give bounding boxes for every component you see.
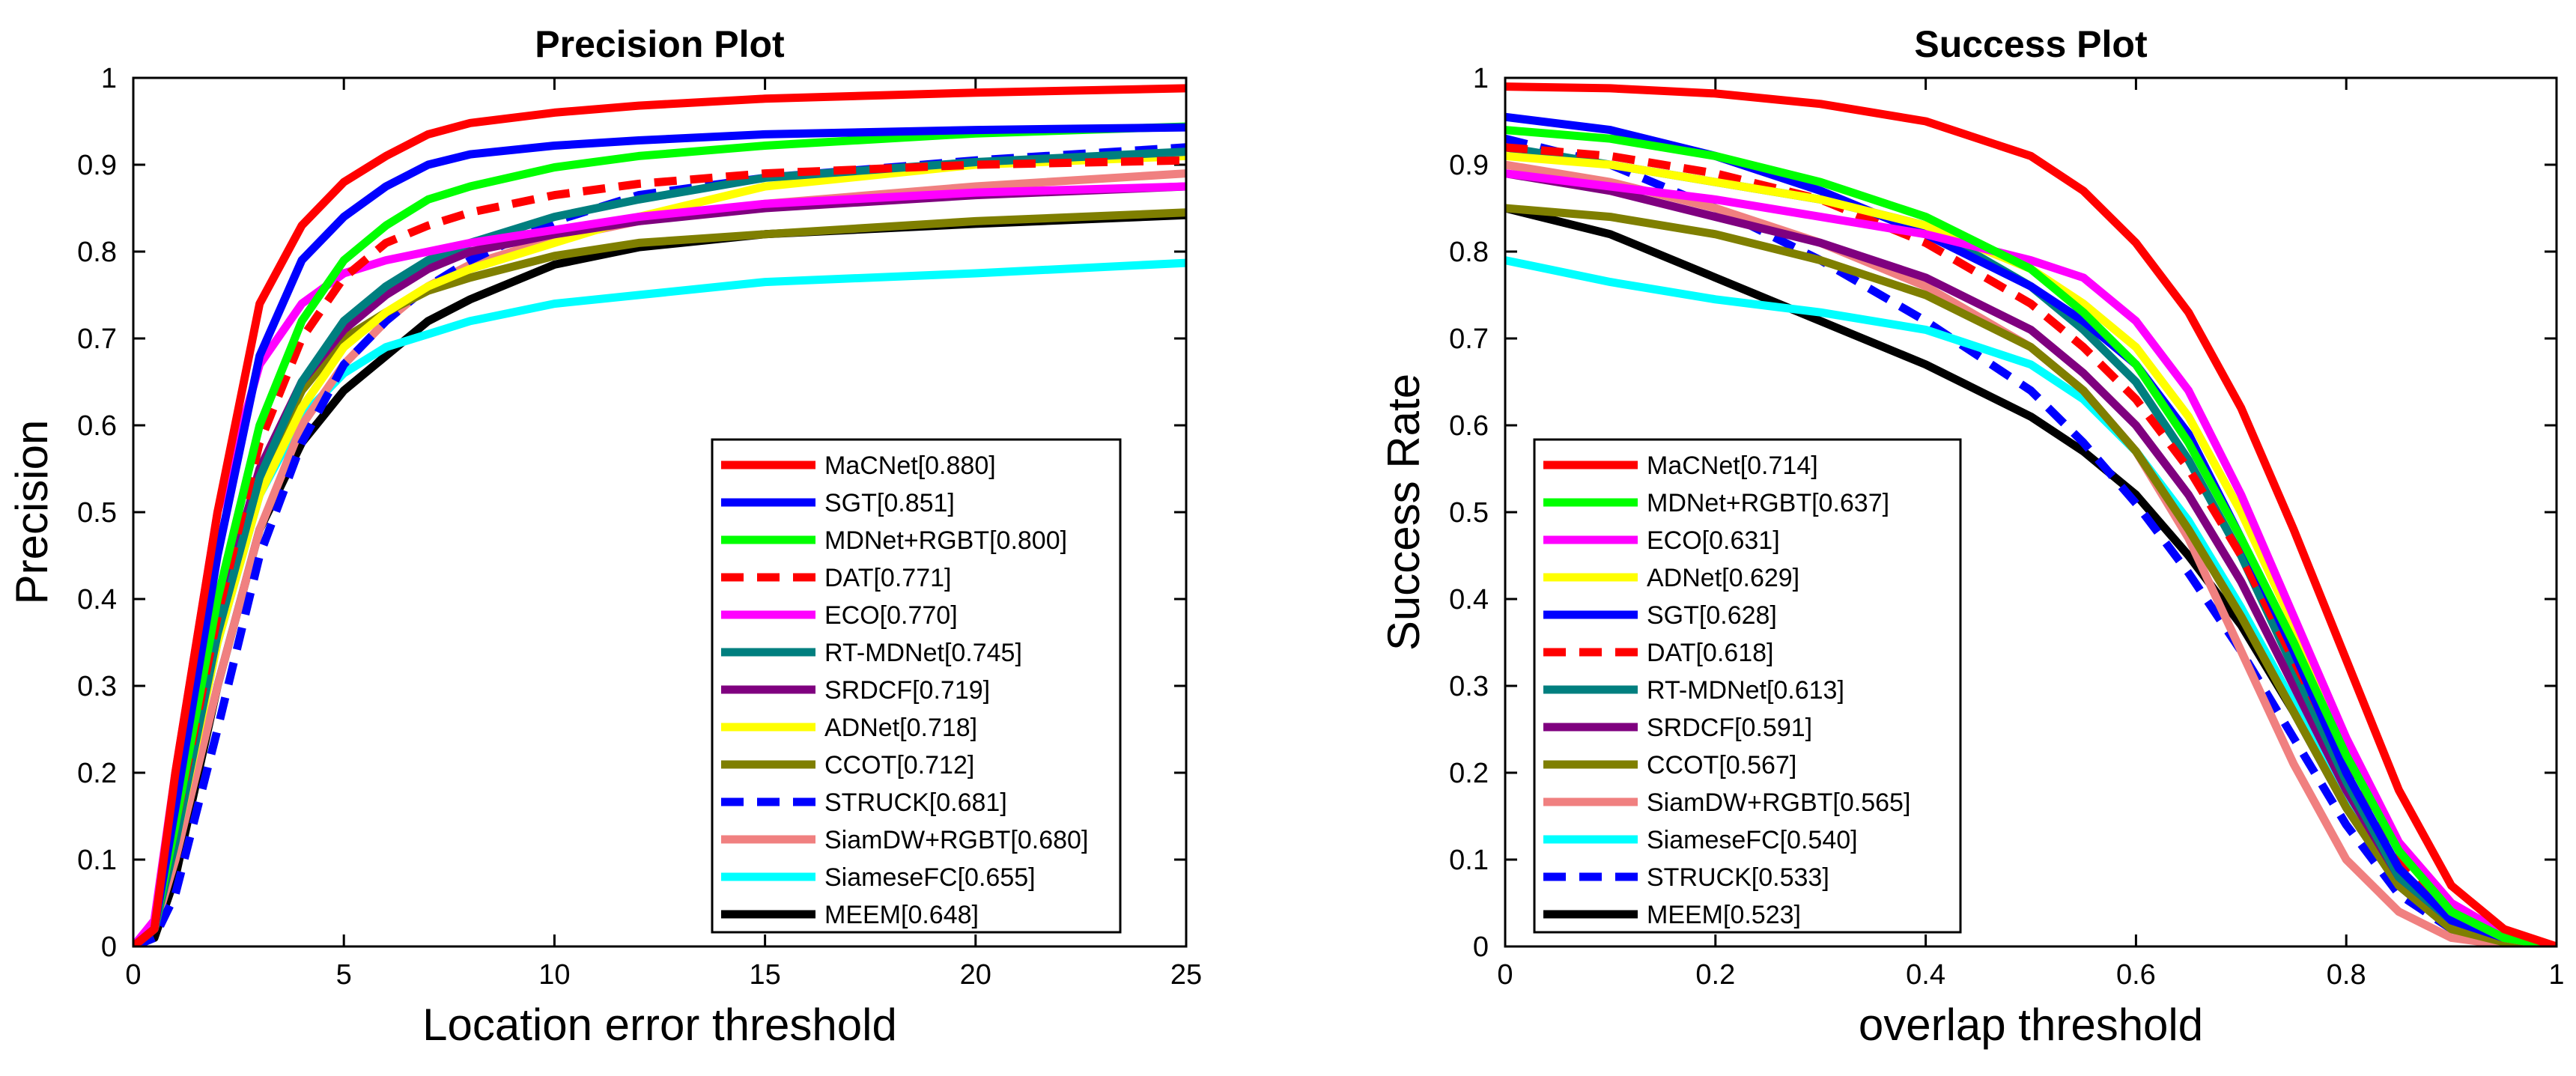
y-tick-label: 0.6 [1449,410,1489,442]
legend-label: MEEM[0.523] [1647,901,1801,929]
y-tick-label: 0.2 [77,758,117,789]
x-tick-label: 0.2 [1695,959,1735,991]
legend-label: STRUCK[0.681] [824,788,1007,817]
y-tick-label: 0.9 [77,150,117,181]
x-tick-label: 0.4 [1906,959,1945,991]
y-tick-label: 0.5 [77,497,117,529]
series-line [1505,126,2557,946]
legend-label: SRDCF[0.591] [1647,714,1812,742]
legend-label: CCOT[0.712] [824,751,974,779]
series-line [1505,82,2557,946]
legend-label: MDNet+RGBT[0.637] [1647,489,1889,517]
legend-label: MaCNet[0.880] [824,452,996,480]
legend-label: SiameseFC[0.540] [1647,826,1858,854]
legend-label: SiamDW+RGBT[0.680] [824,826,1088,854]
y-tick-label: 0.2 [1449,758,1489,789]
legend-label: MaCNet[0.714] [1647,452,1818,480]
legend: MaCNet[0.714] MDNet+RGBT[0.637] ECO[0.631]… [1533,438,1962,934]
series-line [1505,169,2557,946]
legend-label: ECO[0.770] [824,601,958,630]
y-tick-label: 0.3 [77,671,117,702]
plot-area [132,76,1188,948]
y-tick-label: 1 [101,63,117,94]
legend-label: SGT[0.628] [1647,601,1777,630]
legend-label: SiamDW+RGBT[0.565] [1647,788,1910,817]
success-plot: Success Plot 0 0.2 0.4 0.6 0.8 1 0 0.1 0.2 0.3 0.4 0… [1379,23,2565,1050]
x-tick-label: 0 [125,959,141,991]
y-tick-label: 0.8 [77,237,117,268]
x-tick-label: 10 [538,959,570,991]
legend-label: DAT[0.771] [824,564,951,592]
series-line [1505,204,2557,946]
y-tick-label: 0.6 [77,410,117,442]
x-axis-label: overlap threshold [1859,1000,2203,1050]
y-tick-label: 0.9 [1449,150,1489,181]
series-line [133,123,1186,946]
y-tick-label: 0.4 [1449,584,1489,615]
legend-label: MEEM[0.648] [824,901,979,929]
y-tick-label: 0 [101,931,117,963]
legend-label: STRUCK[0.533] [1647,863,1829,892]
x-tick-label: 15 [749,959,780,991]
legend-label: CCOT[0.567] [1647,751,1796,779]
y-tick-label: 0.4 [77,584,117,615]
series-line [133,84,1186,946]
x-tick-label: 5 [336,959,352,991]
x-tick-label: 20 [960,959,991,991]
x-tick-label: 1 [2548,959,2564,991]
series-line [133,122,1186,946]
x-axis-label: Location error threshold [422,1000,897,1050]
x-tick-label: 0 [1497,959,1513,991]
legend: MaCNet[0.880] SGT[0.851] MDNet+RGBT[0.800]… [711,438,1122,934]
precision-plot: Precision Plot 0 5 10 15 20 25 0 0.1 0.2 0.3 0.4 0.5… [7,23,1202,1050]
y-axis-label: Precision [7,420,57,605]
plot-area [1504,76,2558,948]
legend-label: SGT[0.851] [824,489,955,517]
legend-label: MDNet+RGBT[0.800] [824,526,1067,555]
y-tick-label: 0.1 [77,845,117,876]
y-tick-label: 0.7 [1449,323,1489,355]
legend-label: ECO[0.631] [1647,526,1780,555]
y-tick-label: 0.3 [1449,671,1489,702]
legend-label: SiameseFC[0.655] [824,863,1036,892]
legend-label: RT-MDNet[0.613] [1647,676,1844,705]
y-tick-label: 0.7 [77,323,117,355]
y-tick-label: 0.8 [1449,237,1489,268]
y-tick-label: 0.5 [1449,497,1489,529]
legend-label: DAT[0.618] [1647,639,1773,667]
x-tick-label: 25 [1170,959,1202,991]
legend-label: RT-MDNet[0.745] [824,639,1022,667]
legend-label: ADNet[0.718] [824,714,977,742]
x-tick-label: 0.8 [2327,959,2366,991]
y-tick-label: 0 [1473,931,1489,963]
legend-label: SRDCF[0.719] [824,676,990,705]
series-line [133,156,1186,946]
y-axis-label: Success Rate [1379,374,1429,651]
x-tick-label: 0.6 [2116,959,2156,991]
y-tick-label: 0.1 [1449,845,1489,876]
chart-title: Success Plot [1914,23,2148,65]
chart-title: Precision Plot [535,23,785,65]
legend-label: ADNet[0.629] [1647,564,1799,592]
y-tick-label: 1 [1473,63,1489,94]
